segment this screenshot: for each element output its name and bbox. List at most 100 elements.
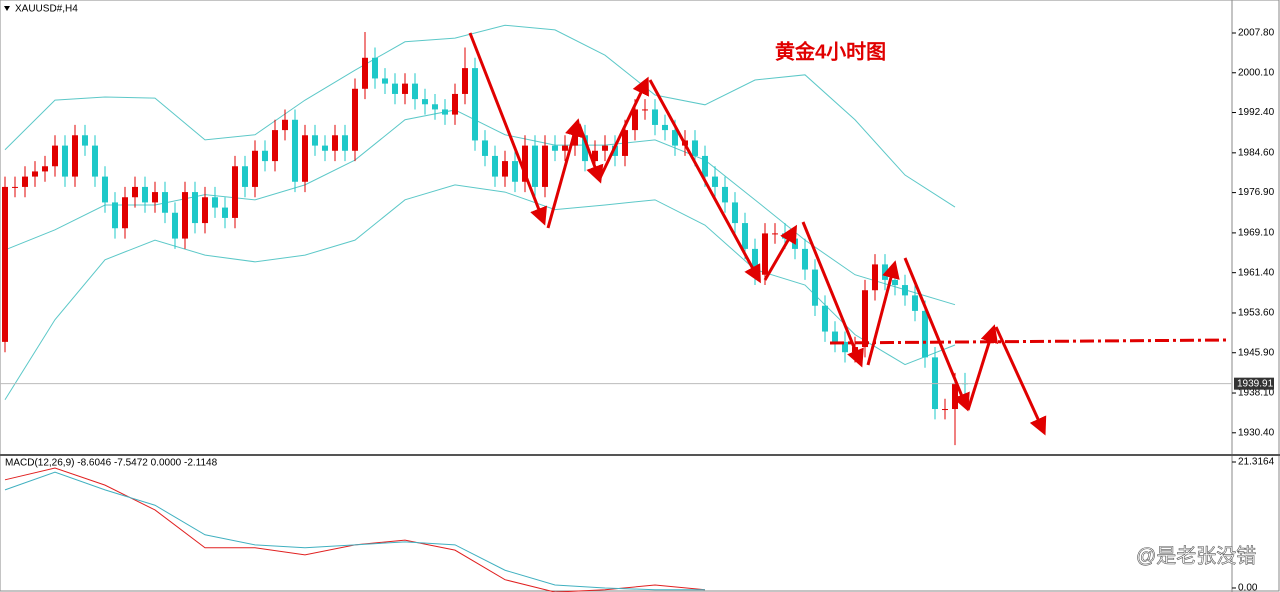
candle-body <box>242 166 248 187</box>
candle-body <box>862 290 868 348</box>
candle-body <box>752 248 758 275</box>
candle-body <box>912 295 918 311</box>
y-tick-label: 1961.40 <box>1238 267 1275 278</box>
arrow <box>801 221 864 368</box>
candle-body <box>52 145 58 167</box>
candle-body <box>732 202 738 224</box>
candle-body <box>302 135 308 182</box>
y-tick-label: 1945.90 <box>1238 347 1275 358</box>
indicator-line <box>4 471 705 591</box>
candle-body <box>922 310 928 358</box>
arrow <box>468 32 548 226</box>
candle-body <box>802 248 808 270</box>
candle-body <box>32 171 38 177</box>
candle-body <box>652 109 658 125</box>
candle-body <box>112 202 118 229</box>
macd-label: MACD(12,26,9) -8.6046 -7.5472 0.0000 -2.… <box>5 458 218 469</box>
candle-body <box>372 57 378 79</box>
candle-body <box>22 176 28 187</box>
candle-body <box>892 279 898 286</box>
candle-body <box>442 109 448 115</box>
indicator-line <box>4 184 956 400</box>
candle-body <box>62 145 68 177</box>
candle-body <box>232 166 238 218</box>
candle-body <box>552 145 558 151</box>
candle-body <box>332 135 338 151</box>
arrow <box>577 123 604 184</box>
candle-body <box>292 119 298 182</box>
candle-body <box>612 145 618 156</box>
arrow <box>966 324 999 411</box>
candle-body <box>102 176 108 203</box>
candle-body <box>582 135 588 162</box>
last-price-label: 1939.91 <box>1237 378 1274 389</box>
candle-body <box>872 264 878 291</box>
y-tick-label: 1938.10 <box>1238 388 1275 399</box>
candle-body <box>272 130 278 162</box>
arrow <box>648 79 761 284</box>
y-tick-label: 1969.10 <box>1238 228 1275 239</box>
candle-body <box>902 285 908 296</box>
candle-body <box>182 192 188 239</box>
arrow <box>598 76 649 179</box>
y-tick-label: 1976.90 <box>1238 187 1275 198</box>
candle-body <box>362 57 368 89</box>
y-tick-label: 1930.40 <box>1238 427 1275 438</box>
candle-body <box>522 145 528 182</box>
candle-body <box>622 130 628 156</box>
candle-body <box>632 109 638 131</box>
candle-body <box>312 135 318 146</box>
candle-body <box>772 233 778 235</box>
arrow <box>994 326 1047 436</box>
candle-body <box>322 145 328 151</box>
drawn-arrows <box>468 32 1229 436</box>
candle-body <box>92 145 98 177</box>
candle-body <box>422 99 428 105</box>
arrow <box>903 257 970 412</box>
candle-body <box>742 223 748 249</box>
candle-body <box>462 68 468 94</box>
candle-body <box>262 150 268 162</box>
candle-body <box>82 135 88 146</box>
resistance-line <box>829 338 1229 345</box>
candle-body <box>882 264 888 280</box>
candle-body <box>412 83 418 100</box>
candle-body <box>842 341 848 353</box>
candle-body <box>832 331 838 342</box>
watermark: @是老张没错 <box>1136 544 1256 567</box>
candle-body <box>642 109 648 111</box>
candle-body <box>122 197 128 229</box>
candle-body <box>452 93 458 115</box>
candle-body <box>702 155 708 177</box>
candle-body <box>382 78 388 84</box>
candle-body <box>602 145 608 151</box>
candle-body <box>222 207 228 218</box>
candle-body <box>542 145 548 187</box>
candle-body <box>342 135 348 151</box>
candle-body <box>252 150 258 187</box>
candle-body <box>282 119 288 131</box>
candle-body <box>792 238 798 249</box>
candle-body <box>402 83 408 94</box>
candle-body <box>672 130 678 146</box>
candle-body <box>352 88 358 151</box>
candle-body <box>142 186 148 203</box>
indicator-line <box>4 24 956 208</box>
candle-body <box>572 135 578 146</box>
candle-body <box>812 269 818 306</box>
candle-body <box>212 197 218 208</box>
candle-body <box>532 145 538 187</box>
candle-body <box>712 176 718 187</box>
candle-body <box>2 186 8 342</box>
candle-body <box>692 140 698 156</box>
last-price-box <box>1234 377 1274 390</box>
candle-body <box>72 135 78 177</box>
candle-body <box>942 409 948 411</box>
candle-body <box>132 186 138 198</box>
y-tick-label: 2007.80 <box>1238 28 1275 39</box>
arrow <box>763 224 798 281</box>
candle-body <box>482 140 488 156</box>
y-tick-label: 1953.60 <box>1238 308 1275 319</box>
